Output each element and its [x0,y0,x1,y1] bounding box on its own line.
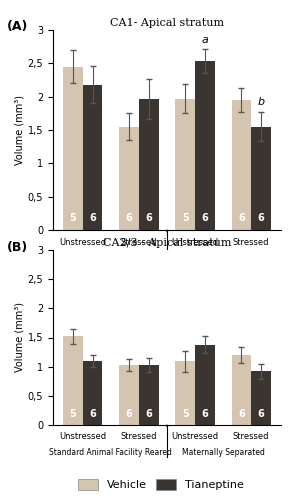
Text: 5: 5 [69,409,76,419]
Text: Maternally Separated: Maternally Separated [182,448,265,457]
Bar [63,336,83,425]
Text: Unstressed: Unstressed [171,238,219,247]
Bar [119,126,139,230]
Text: Stressed: Stressed [121,238,157,247]
Title: CA1- Apical stratum: CA1- Apical stratum [110,18,224,28]
Text: 6: 6 [145,409,152,419]
Text: 6: 6 [145,214,152,224]
Text: Stressed: Stressed [121,432,157,441]
Bar [231,355,251,425]
Bar [83,361,103,425]
Bar [251,372,271,425]
Text: 6: 6 [126,409,132,419]
Text: b: b [258,98,265,108]
Bar [195,62,215,230]
Text: 5: 5 [69,214,76,224]
Text: Unstressed: Unstressed [59,432,106,441]
Text: 6: 6 [258,214,265,224]
Y-axis label: Volume (mm³): Volume (mm³) [15,95,25,165]
Bar [139,365,159,425]
Bar [83,84,103,230]
Legend: Vehicle, Tianeptine: Vehicle, Tianeptine [74,474,248,494]
Text: 6: 6 [89,409,96,419]
Bar [176,362,195,425]
Text: 6: 6 [238,214,245,224]
Text: 6: 6 [126,214,132,224]
Text: (A): (A) [7,20,28,33]
Title: CA2/3 - Apical stratum: CA2/3 - Apical stratum [103,238,231,248]
Bar [176,98,195,230]
Text: 6: 6 [89,214,96,224]
Text: 6: 6 [202,214,208,224]
Bar [231,100,251,230]
Text: Stressed: Stressed [233,238,270,247]
Bar [195,344,215,425]
Y-axis label: Volume (mm³): Volume (mm³) [15,302,25,372]
Text: 6: 6 [238,409,245,419]
Bar [119,365,139,425]
Text: 6: 6 [202,409,208,419]
Text: 6: 6 [258,409,265,419]
Text: a: a [202,34,208,44]
Bar [63,66,83,230]
Bar [251,126,271,230]
Text: Standard Animal Facility Reared: Standard Animal Facility Reared [50,448,172,457]
Text: Unstressed: Unstressed [171,432,219,441]
Text: Unstressed: Unstressed [59,238,106,247]
Text: Stressed: Stressed [233,432,270,441]
Text: (B): (B) [7,242,28,254]
Text: 5: 5 [182,214,189,224]
Bar [139,98,159,230]
Text: 5: 5 [182,409,189,419]
